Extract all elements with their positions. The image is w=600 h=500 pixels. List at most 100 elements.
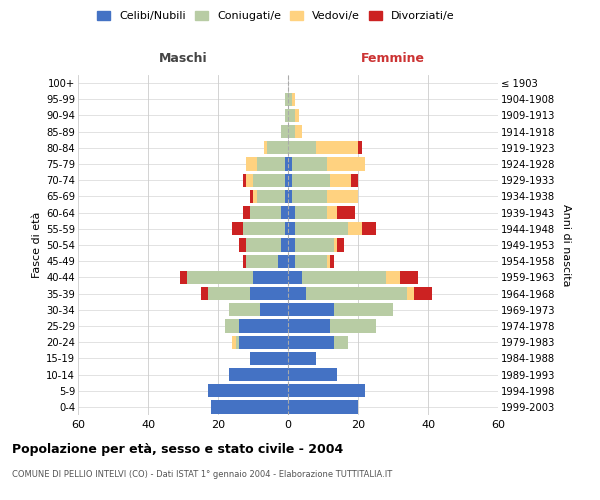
Legend: Celibi/Nubili, Coniugati/e, Vedovi/e, Divorziati/e: Celibi/Nubili, Coniugati/e, Vedovi/e, Di… — [97, 10, 455, 21]
Bar — [292, 92, 295, 106]
Bar — [288, 222, 295, 235]
Bar — [208, 384, 288, 398]
Bar — [200, 287, 208, 300]
Bar — [316, 141, 358, 154]
Text: COMUNE DI PELLIO INTELVI (CO) - Dati ISTAT 1° gennaio 2004 - Elaborazione TUTTIT: COMUNE DI PELLIO INTELVI (CO) - Dati IST… — [12, 470, 392, 479]
Bar — [250, 287, 288, 300]
Bar — [288, 320, 330, 332]
Text: Popolazione per età, sesso e stato civile - 2004: Popolazione per età, sesso e stato civil… — [12, 442, 343, 456]
Bar — [334, 336, 347, 349]
Bar — [257, 158, 284, 170]
Bar — [351, 174, 358, 187]
Bar — [361, 222, 376, 235]
Bar — [288, 400, 358, 413]
Bar — [229, 368, 288, 381]
Bar — [407, 287, 414, 300]
Bar — [281, 206, 288, 220]
Bar — [288, 190, 292, 203]
Bar — [330, 254, 334, 268]
Text: Maschi: Maschi — [158, 52, 208, 66]
Bar — [281, 238, 288, 252]
Bar — [334, 238, 337, 252]
Bar — [288, 158, 292, 170]
Bar — [288, 92, 292, 106]
Bar — [288, 206, 295, 220]
Bar — [347, 222, 361, 235]
Y-axis label: Anni di nascita: Anni di nascita — [561, 204, 571, 286]
Bar — [302, 270, 386, 284]
Bar — [250, 206, 281, 220]
Bar — [281, 125, 288, 138]
Bar — [295, 125, 302, 138]
Bar — [400, 270, 418, 284]
Bar — [288, 141, 316, 154]
Y-axis label: Fasce di età: Fasce di età — [32, 212, 42, 278]
Bar — [386, 270, 400, 284]
Bar — [253, 174, 284, 187]
Bar — [246, 238, 281, 252]
Bar — [225, 320, 239, 332]
Bar — [267, 141, 288, 154]
Bar — [235, 336, 239, 349]
Bar — [358, 141, 361, 154]
Bar — [288, 287, 305, 300]
Bar — [253, 270, 288, 284]
Bar — [292, 190, 326, 203]
Bar — [242, 206, 250, 220]
Bar — [263, 141, 267, 154]
Bar — [284, 92, 288, 106]
Bar — [288, 109, 295, 122]
Bar — [277, 254, 288, 268]
Bar — [239, 320, 288, 332]
Bar — [239, 238, 246, 252]
Bar — [260, 303, 288, 316]
Bar — [295, 109, 299, 122]
Bar — [242, 174, 246, 187]
Bar — [208, 287, 250, 300]
Bar — [250, 190, 253, 203]
Bar — [326, 254, 330, 268]
Bar — [305, 287, 407, 300]
Bar — [284, 190, 288, 203]
Bar — [242, 254, 246, 268]
Bar — [253, 190, 257, 203]
Bar — [288, 303, 334, 316]
Bar — [334, 303, 393, 316]
Bar — [288, 270, 302, 284]
Text: Femmine: Femmine — [361, 52, 425, 66]
Bar — [257, 190, 284, 203]
Bar — [288, 368, 337, 381]
Bar — [239, 336, 288, 349]
Bar — [288, 336, 334, 349]
Bar — [288, 238, 295, 252]
Bar — [242, 222, 284, 235]
Bar — [232, 336, 235, 349]
Bar — [292, 174, 330, 187]
Bar — [288, 254, 295, 268]
Bar — [232, 222, 242, 235]
Bar — [337, 238, 344, 252]
Bar — [250, 352, 288, 365]
Bar — [337, 206, 355, 220]
Bar — [246, 174, 253, 187]
Bar — [246, 158, 257, 170]
Bar — [326, 206, 337, 220]
Bar — [284, 109, 288, 122]
Bar — [288, 125, 295, 138]
Bar — [211, 400, 288, 413]
Bar — [229, 303, 260, 316]
Bar — [179, 270, 187, 284]
Bar — [295, 254, 326, 268]
Bar — [326, 190, 358, 203]
Bar — [330, 174, 351, 187]
Bar — [284, 174, 288, 187]
Bar — [295, 206, 326, 220]
Bar — [326, 158, 365, 170]
Bar — [187, 270, 253, 284]
Bar — [288, 384, 365, 398]
Bar — [330, 320, 376, 332]
Bar — [414, 287, 431, 300]
Bar — [284, 222, 288, 235]
Bar — [288, 174, 292, 187]
Bar — [295, 222, 347, 235]
